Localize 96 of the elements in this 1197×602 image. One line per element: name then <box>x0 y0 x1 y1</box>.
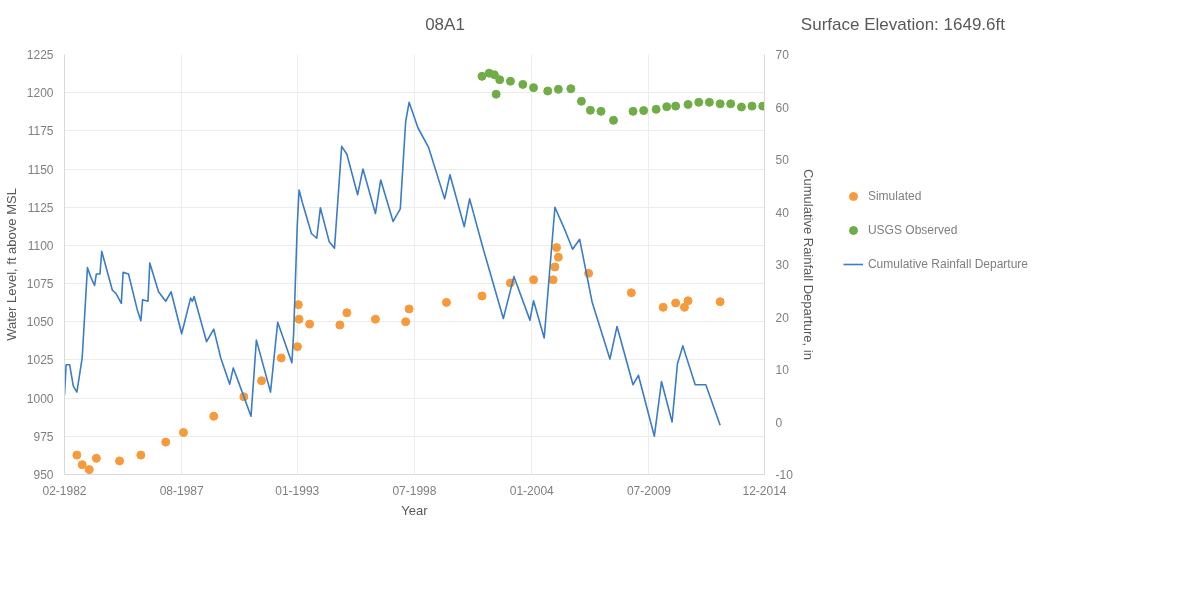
point <box>77 460 87 470</box>
point <box>518 79 528 89</box>
x-tick-label: 08-1987 <box>159 483 205 498</box>
point <box>161 437 171 447</box>
point <box>342 308 352 318</box>
y-tick-label: 1200 <box>26 86 54 101</box>
point <box>477 71 487 81</box>
text: Surface Elevation: 1649.6ft <box>800 14 1005 36</box>
point <box>585 105 595 115</box>
point <box>639 106 649 116</box>
point <box>715 99 725 109</box>
point <box>209 411 219 421</box>
point <box>276 353 286 363</box>
point <box>529 275 539 285</box>
y2-tick-label: 30 <box>775 258 790 272</box>
point <box>628 106 638 116</box>
legend-label: Simulated <box>867 189 922 203</box>
point <box>529 83 539 93</box>
y-tick-label: 1150 <box>27 162 54 177</box>
point <box>548 275 558 285</box>
y2-tick-label: 70 <box>775 48 790 62</box>
x-tick-label: 07-2009 <box>626 483 672 498</box>
point <box>404 304 414 314</box>
point <box>293 300 303 310</box>
point <box>576 96 586 106</box>
point <box>115 456 125 466</box>
point <box>136 450 146 460</box>
x-tick-label: 01-2004 <box>509 483 555 498</box>
point <box>694 97 704 107</box>
point <box>477 291 487 301</box>
point <box>84 465 94 475</box>
point <box>292 342 302 352</box>
point <box>491 89 501 99</box>
point <box>72 450 82 460</box>
point <box>658 302 668 312</box>
point <box>651 104 661 114</box>
point <box>441 297 451 307</box>
x-tick-label: 12-2014 <box>742 483 787 498</box>
point <box>543 86 553 96</box>
point <box>553 84 563 94</box>
point <box>550 262 560 272</box>
y2-axis-title: Cumulative Rainfall Departure, in <box>800 169 816 360</box>
point <box>91 453 101 463</box>
point <box>566 84 576 94</box>
y-tick-label: 1050 <box>26 315 54 330</box>
point <box>553 252 563 262</box>
y-tick-label: 1175 <box>27 124 54 139</box>
point <box>495 75 505 85</box>
point <box>662 102 672 112</box>
y-tick-label: 1000 <box>26 391 54 406</box>
point <box>747 101 757 111</box>
point <box>715 297 725 307</box>
point <box>489 70 499 80</box>
y-tick-label: 1025 <box>26 353 54 368</box>
x-tick-label: 02-1982 <box>42 483 87 498</box>
point <box>683 296 693 306</box>
y2-tick-label: 10 <box>775 363 790 377</box>
y-tick-label: 1075 <box>26 277 54 292</box>
y2-tick-label: 60 <box>775 100 790 115</box>
point <box>370 314 380 324</box>
point <box>257 376 267 386</box>
y2-tick-label: 40 <box>775 205 790 220</box>
point <box>726 99 736 109</box>
y-tick-label: 1225 <box>26 48 54 62</box>
legend-label: USGS Observed <box>867 223 958 237</box>
point <box>335 320 345 330</box>
x-tick-label: 01-1993 <box>275 483 320 498</box>
y2-tick-label: 50 <box>775 153 790 167</box>
point <box>704 97 714 107</box>
point <box>683 99 693 109</box>
x-axis-title: Year <box>401 502 429 518</box>
point <box>178 428 188 437</box>
point <box>305 319 315 329</box>
y2-tick-label: 0 <box>775 415 783 430</box>
point <box>626 288 636 298</box>
point <box>608 115 618 125</box>
y-tick-label: 975 <box>33 429 54 444</box>
y-tick-label: 1100 <box>27 238 54 253</box>
point <box>679 302 689 312</box>
y2-tick-label: -10 <box>775 468 794 482</box>
chart-title: 08A1 <box>425 15 465 34</box>
point <box>505 76 515 86</box>
legend-label: Cumulative Rainfall Departure <box>867 257 1029 271</box>
x-tick-label: 07-1998 <box>392 483 437 498</box>
point <box>596 106 606 116</box>
point <box>736 102 746 112</box>
y-tick-label: 950 <box>33 468 54 482</box>
y-tick-label: 1125 <box>27 200 54 215</box>
y2-tick-label: 20 <box>775 310 790 325</box>
point <box>401 317 411 327</box>
point <box>294 314 304 324</box>
line-series <box>64 101 721 437</box>
y-axis-title: Water Level, ft above MSL <box>3 188 19 341</box>
point <box>671 298 681 308</box>
point <box>671 101 681 111</box>
point <box>552 243 562 253</box>
